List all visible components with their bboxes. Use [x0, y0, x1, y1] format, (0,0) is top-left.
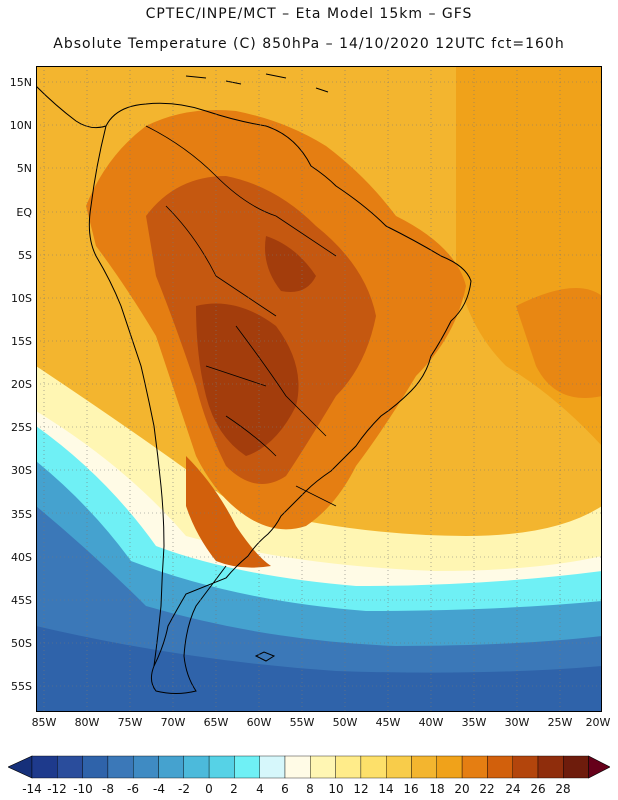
map-panel: [36, 66, 602, 712]
lat-label-10n: 10N: [9, 119, 32, 132]
colorbar-label: 14: [378, 782, 394, 796]
colorbar-swatch: [132, 755, 159, 779]
colorbar-swatch: [386, 755, 412, 779]
coastline-central-america: [36, 85, 107, 129]
colorbar-label: 0: [205, 782, 213, 796]
lon-label-50w: 50W: [332, 716, 358, 729]
colorbar-swatch: [284, 755, 311, 779]
colorbar-swatch: [563, 755, 589, 779]
colorbar-label: 4: [256, 782, 264, 796]
colorbar-swatch: [360, 755, 387, 779]
colorbar-swatch: [31, 755, 58, 779]
coastline-south-america: [105, 102, 472, 694]
colorbar-swatch: [234, 755, 260, 779]
falkland-islands: [254, 651, 276, 662]
lat-label-10s: 10S: [11, 292, 32, 305]
colorbar-label: 26: [530, 782, 546, 796]
lon-label-25w: 25W: [547, 716, 573, 729]
continent-hot-2: [265, 236, 316, 292]
lat-label-20s: 20S: [11, 378, 32, 391]
lon-label-75w: 75W: [117, 716, 143, 729]
lon-label-85w: 85W: [31, 716, 57, 729]
map-subtitle: Absolute Temperature (C) 850hPa – 14/10/…: [53, 36, 565, 52]
colorbar-swatch: [183, 755, 210, 779]
colorbar-swatch: [411, 755, 437, 779]
lat-label-40s: 40S: [11, 551, 32, 564]
lat-label-55s: 55S: [11, 680, 32, 693]
colorbar-swatch: [512, 755, 539, 779]
lat-label-eq: EQ: [16, 206, 32, 219]
colorbar-label: -10: [73, 782, 93, 796]
colorbar: [8, 755, 610, 779]
colorbar-label: 10: [328, 782, 344, 796]
colorbar-swatch: [82, 755, 109, 779]
lat-label-45s: 45S: [11, 594, 32, 607]
lon-label-20w: 20W: [585, 716, 611, 729]
map-title: CPTEC/INPE/MCT – Eta Model 15km – GFS: [145, 6, 473, 22]
colorbar-swatch: [310, 755, 336, 779]
argentina-warm: [186, 456, 271, 568]
lon-label-35w: 35W: [461, 716, 487, 729]
southern-ocean: [36, 626, 602, 712]
lon-label-60w: 60W: [246, 716, 272, 729]
colorbar-swatch: [107, 755, 134, 779]
colorbar-label: 2: [230, 782, 238, 796]
lat-label-30s: 30S: [11, 464, 32, 477]
coastline-west: [88, 125, 165, 667]
lon-label-70w: 70W: [160, 716, 186, 729]
colorbar-label: -8: [102, 782, 114, 796]
lon-label-30w: 30W: [504, 716, 530, 729]
lat-label-35s: 35S: [11, 508, 32, 521]
colorbar-swatch: [537, 755, 564, 779]
colorbar-label: 24: [505, 782, 521, 796]
colorbar-label: -6: [127, 782, 139, 796]
colorbar-label: 28: [555, 782, 571, 796]
colorbar-label: 12: [353, 782, 369, 796]
colorbar-label: -14: [22, 782, 42, 796]
lat-label-15s: 15S: [11, 335, 32, 348]
colorbar-swatch: [259, 755, 286, 779]
lon-label-45w: 45W: [375, 716, 401, 729]
colorbar-label: 6: [281, 782, 289, 796]
lon-label-55w: 55W: [289, 716, 315, 729]
country-borders: [145, 125, 337, 507]
lat-label-50s: 50S: [11, 637, 32, 650]
colorbar-high-arrow: [588, 755, 610, 779]
colorbar-label: 8: [306, 782, 314, 796]
colorbar-label: 18: [429, 782, 445, 796]
lon-label-65w: 65W: [203, 716, 229, 729]
ocean-east-patch: [516, 288, 602, 398]
colorbar-swatch: [436, 755, 463, 779]
colorbar-low-arrow: [8, 755, 33, 779]
colorbar-swatch: [158, 755, 184, 779]
colorbar-swatch: [487, 755, 513, 779]
lat-label-15n: 15N: [9, 76, 32, 89]
colorbar-swatch: [335, 755, 362, 779]
colorbar-label: -2: [178, 782, 190, 796]
lat-label-5s: 5S: [18, 249, 32, 262]
colorbar-label: -4: [153, 782, 165, 796]
lat-label-25s: 25S: [11, 421, 32, 434]
lon-label-40w: 40W: [418, 716, 444, 729]
caribbean-islands: [185, 73, 329, 93]
colorbar-swatch: [57, 755, 83, 779]
colorbar-label: 22: [479, 782, 495, 796]
colorbar-swatch: [461, 755, 488, 779]
colorbar-label: 20: [454, 782, 470, 796]
lat-label-5n: 5N: [16, 162, 32, 175]
temperature-map: [36, 66, 602, 712]
colorbar-label: 16: [403, 782, 419, 796]
colorbar-label: -12: [47, 782, 67, 796]
map-frame: [36, 66, 602, 712]
colorbar-swatch: [208, 755, 235, 779]
lon-label-80w: 80W: [74, 716, 100, 729]
